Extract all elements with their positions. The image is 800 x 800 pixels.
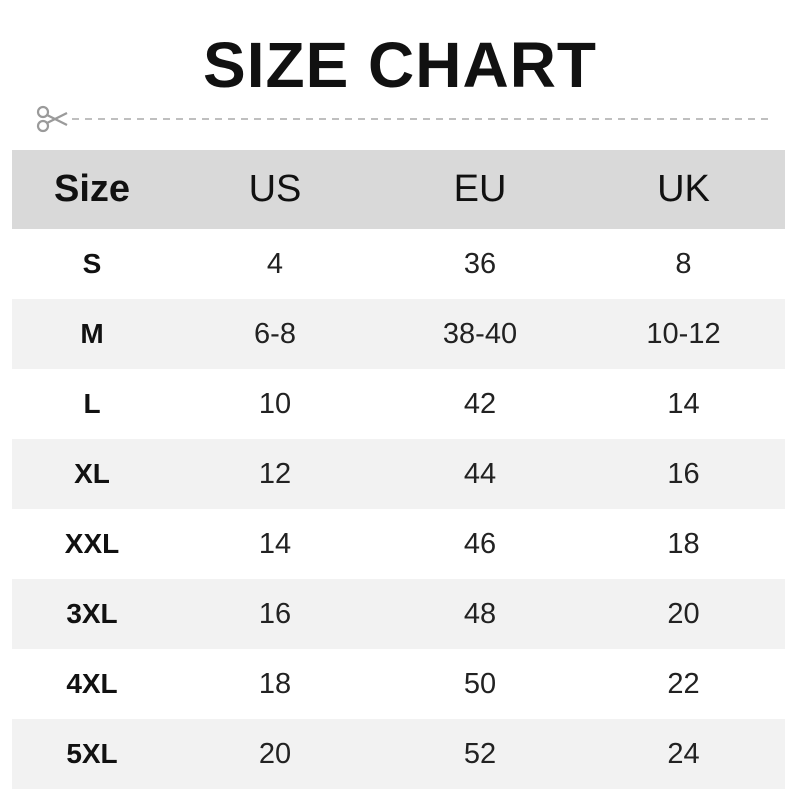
us-cell: 6-8 [254,317,296,350]
us-cell: 14 [258,527,292,560]
eu-cell: 48 [463,597,497,630]
page-title: SIZE CHART [203,29,597,101]
size-cell: XXL [64,528,120,559]
uk-cell: 24 [667,737,700,770]
us-cell: 18 [258,667,292,700]
eu-cell: 42 [463,387,497,420]
size-cell: S [82,248,102,279]
uk-cell: 8 [675,247,692,280]
table-row: 3XL 16 48 20 [12,579,785,649]
uk-cell: 14 [667,387,700,420]
eu-cell: 36 [463,247,497,280]
header-uk: UK [657,168,710,210]
uk-cell: 18 [667,527,700,560]
size-cell: L [83,388,101,419]
us-cell: 20 [258,737,292,770]
us-cell: 16 [258,597,292,630]
size-cell: XL [74,458,110,489]
table-row: XXL 14 46 18 [12,509,785,579]
table-row: L 10 42 14 [12,369,785,439]
uk-cell: 20 [667,597,700,630]
size-cell: M [80,318,104,349]
table-row: 5XL 20 52 24 [12,719,785,789]
eu-cell: 38-40 [442,317,518,350]
us-cell: 4 [266,247,284,280]
us-cell: 10 [258,387,292,420]
eu-cell: 46 [463,527,497,560]
header-size: Size [53,168,131,210]
uk-cell: 22 [667,667,700,700]
table-row: S 4 36 8 [12,229,785,299]
uk-cell: 16 [667,457,700,490]
size-cell: 5XL [66,738,118,769]
us-cell: 12 [258,457,292,490]
uk-cell: 10-12 [646,317,721,350]
cut-line [36,105,769,133]
size-cell: 3XL [66,598,118,629]
size-table: Size US EU UK S 4 36 8 M 6-8 38-40 10-12 L 10 42 14… [12,150,785,789]
table-header-row: Size US EU UK [12,150,785,229]
table-row: XL 12 44 16 [12,439,785,509]
scissors-icon [36,105,68,133]
header-us: US [248,168,302,210]
eu-cell: 44 [463,457,497,490]
table-row: M 6-8 38-40 10-12 [12,299,785,369]
header-eu: EU [453,168,507,210]
eu-cell: 52 [463,737,497,770]
eu-cell: 50 [463,667,497,700]
size-cell: 4XL [66,668,118,699]
table-row: 4XL 18 50 22 [12,649,785,719]
